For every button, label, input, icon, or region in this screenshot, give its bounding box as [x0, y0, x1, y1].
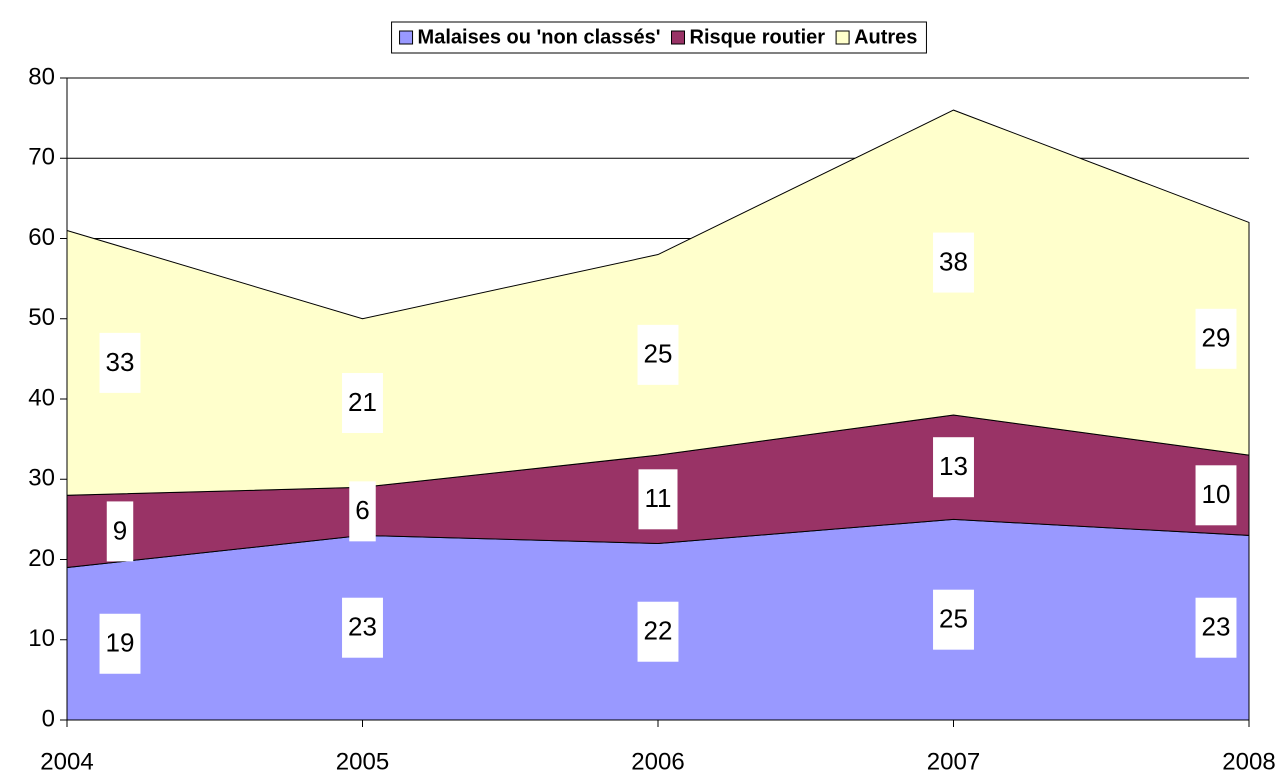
data-label-text: 33 [106, 347, 135, 377]
data-label-text: 10 [1202, 479, 1231, 509]
data-label: 38 [933, 232, 974, 293]
data-label-text: 13 [939, 451, 968, 481]
legend-swatch [399, 30, 414, 45]
data-label-text: 29 [1202, 323, 1231, 353]
legend-label: Autres [854, 26, 917, 48]
y-tick-label: 30 [28, 465, 55, 492]
data-label: 13 [933, 437, 974, 498]
data-label-box [1195, 465, 1237, 526]
y-tick-label: 80 [28, 63, 55, 90]
y-tick-label: 50 [28, 304, 55, 331]
data-label-box [342, 373, 383, 434]
data-label-box [106, 501, 134, 562]
data-label-text: 38 [939, 246, 968, 276]
legend-label: Malaises ou 'non classés' [418, 26, 661, 48]
data-label-text: 19 [106, 628, 135, 658]
x-tick-label: 2005 [336, 748, 389, 775]
y-tick-label: 40 [28, 384, 55, 411]
data-label: 23 [1195, 597, 1237, 658]
data-label-box [933, 232, 974, 293]
data-label-box [933, 437, 974, 498]
data-label-box [1195, 308, 1237, 369]
data-label-box [99, 613, 141, 674]
y-tick-label: 60 [28, 224, 55, 251]
x-tick-label: 2004 [40, 748, 93, 775]
legend: Malaises ou 'non classés' Risque routier A… [391, 21, 927, 54]
data-label-text: 25 [939, 604, 968, 634]
data-label: 6 [349, 481, 376, 542]
data-label-text: 23 [348, 612, 377, 642]
legend-swatch [835, 30, 850, 45]
data-label-box [637, 601, 679, 662]
data-label-text: 22 [644, 616, 673, 646]
data-label-box [1195, 597, 1237, 658]
x-tick-label: 2008 [1222, 748, 1275, 775]
data-label-box [99, 332, 141, 393]
data-label: 9 [106, 501, 134, 562]
legend-swatch [671, 30, 686, 45]
legend-label: Risque routier [690, 26, 826, 48]
data-label: 25 [637, 324, 679, 385]
data-label-text: 23 [1202, 612, 1231, 642]
data-label: 29 [1195, 308, 1237, 369]
data-label: 11 [638, 469, 678, 530]
data-label: 21 [342, 373, 383, 434]
data-label-box [342, 597, 383, 658]
x-tick-label: 2006 [631, 748, 684, 775]
data-label-text: 21 [348, 387, 377, 417]
data-label: 19 [99, 613, 141, 674]
data-label: 22 [637, 601, 679, 662]
data-label: 23 [342, 597, 383, 658]
data-label-text: 6 [355, 495, 369, 525]
data-label: 25 [933, 589, 974, 650]
data-label-box [637, 324, 679, 385]
x-tick-label: 2007 [927, 748, 980, 775]
y-tick-label: 10 [28, 625, 55, 652]
data-label-text: 11 [645, 483, 672, 513]
data-label-text: 9 [113, 515, 127, 545]
data-label-text: 25 [644, 339, 673, 369]
y-tick-label: 0 [42, 705, 55, 732]
data-label-box [349, 481, 376, 542]
y-tick-label: 70 [28, 144, 55, 171]
data-label: 33 [99, 332, 141, 393]
y-tick-label: 20 [28, 545, 55, 572]
data-label-box [933, 589, 974, 650]
data-label: 10 [1195, 465, 1237, 526]
data-label-box [638, 469, 678, 530]
